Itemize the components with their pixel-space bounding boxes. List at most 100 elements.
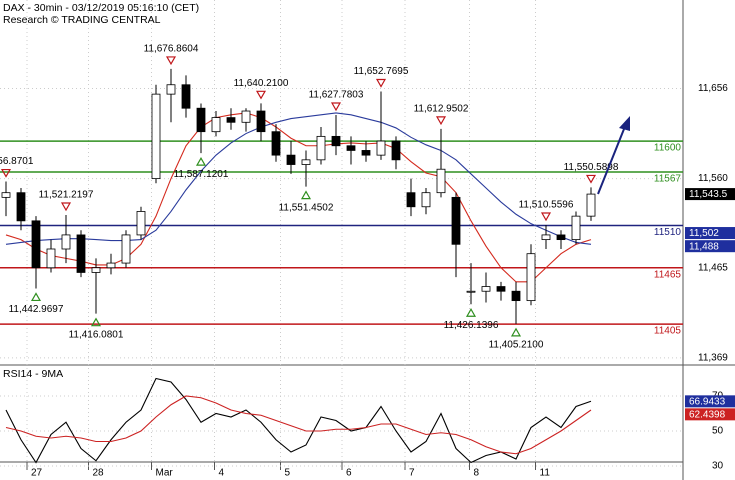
price-annotation: 11,556.8701: [0, 156, 34, 167]
candle-body: [286, 154, 296, 165]
candle-body: [256, 110, 266, 133]
price-annotation: 11,627.7803: [309, 90, 364, 101]
low-marker: [30, 292, 42, 302]
candle-body: [541, 234, 551, 241]
price-annotation: 11,550.5898: [564, 162, 619, 173]
candle-body: [571, 215, 581, 241]
candle-body: [436, 168, 446, 194]
candle-body: [376, 140, 386, 156]
price-annotation: 11,587.1201: [174, 169, 229, 180]
candle-body: [31, 220, 41, 269]
price-annotation: 11,510.5596: [519, 200, 574, 211]
candle-body: [1, 192, 11, 198]
value-tag: [685, 240, 735, 253]
candle-body: [391, 140, 401, 161]
candle-body: [331, 135, 341, 147]
moving-average: [5, 112, 592, 283]
level-label: 11510: [654, 227, 682, 238]
candle-body: [496, 286, 506, 292]
high-marker: [585, 174, 597, 184]
y-tick-label: 30: [712, 461, 724, 472]
low-marker: [90, 317, 102, 327]
x-tick-label: 27: [31, 468, 43, 479]
candle-body: [151, 93, 161, 180]
chart-subtitle: Research © TRADING CENTRAL: [3, 14, 161, 26]
price-annotation: 11,442.9697: [9, 304, 64, 315]
chart-title: DAX - 30min - 03/12/2019 05:16:10 (CET): [3, 2, 199, 14]
level-label: 11567: [654, 174, 682, 185]
y-tick-label: 11,656: [698, 83, 728, 94]
candle-body: [406, 192, 416, 208]
level-label: 11405: [654, 326, 682, 337]
price-annotation: 11,676.8604: [144, 44, 199, 55]
value-tag: [685, 188, 735, 201]
level-label: 11600: [654, 143, 682, 154]
price-annotation: 11,612.9502: [414, 104, 469, 115]
value-tag-label: 11,488: [689, 241, 719, 252]
rsi-title: RSI14 - 9MA: [3, 368, 63, 380]
price-annotation: 11,405.2100: [489, 340, 544, 351]
candle-body: [316, 135, 326, 161]
moving-average: [5, 112, 592, 245]
candle-body: [211, 117, 221, 133]
high-marker: [255, 90, 267, 100]
high-marker: [330, 102, 342, 112]
price-annotation: 11,551.4502: [279, 202, 334, 213]
candle-body: [526, 253, 536, 302]
x-tick-label: 28: [93, 468, 105, 479]
x-tick-label: 11: [540, 468, 551, 479]
x-tick-label: 7: [409, 468, 415, 479]
candle-body: [46, 248, 56, 269]
candle-body: [556, 234, 566, 241]
candle-body: [181, 84, 191, 109]
candle-body: [421, 192, 431, 208]
high-marker: [165, 56, 177, 66]
price-annotation: 11,652.7695: [354, 66, 409, 77]
candle-body: [241, 110, 251, 123]
candle-body: [226, 117, 236, 123]
candle-body: [61, 234, 71, 250]
x-tick-label: 4: [219, 468, 225, 479]
high-marker: [435, 116, 447, 126]
y-tick-label: 11,465: [698, 262, 728, 273]
value-tag: [685, 227, 735, 240]
candle-body: [511, 290, 521, 302]
candle-body: [346, 145, 356, 151]
x-tick-label: 8: [474, 468, 480, 479]
value-tag-label: 66.9433: [689, 396, 726, 407]
candle-body: [16, 192, 26, 222]
rsi-line: [5, 395, 592, 455]
candle-body: [106, 262, 116, 269]
low-marker: [300, 190, 312, 200]
price-annotation: 11,426.1396: [444, 320, 499, 331]
y-tick-label: 50: [712, 426, 724, 437]
y-tick-label: 11,560: [698, 173, 728, 184]
candle-body: [481, 286, 491, 292]
marks: 11600 11567 11510 11465 11405 11,556.8701 11,5…: [0, 44, 735, 464]
low-marker: [465, 308, 477, 317]
candle-body: [196, 107, 206, 133]
high-marker: [60, 202, 72, 212]
level-label: 11465: [654, 269, 682, 280]
forecast-arrow-head: [619, 116, 630, 131]
high-marker: [540, 212, 552, 222]
y-tick-label: 11,369: [698, 353, 728, 364]
price-annotation: 11,416.0801: [69, 329, 124, 340]
candle-body: [271, 131, 281, 156]
low-marker: [510, 327, 522, 337]
candle-body: [166, 84, 176, 95]
candle-body: [121, 234, 131, 264]
candle-body: [91, 267, 101, 273]
forecast-arrow: [597, 123, 627, 195]
candle-body: [466, 290, 476, 293]
price-annotation: 11,640.2100: [234, 78, 289, 89]
value-tag-label: 62.4398: [689, 409, 726, 420]
candle-body: [136, 211, 146, 236]
value-tag: [685, 395, 735, 408]
candle-body: [76, 234, 86, 273]
high-marker: [375, 78, 387, 88]
value-tag: [685, 408, 735, 421]
price-annotation: 11,521.2197: [39, 190, 94, 201]
